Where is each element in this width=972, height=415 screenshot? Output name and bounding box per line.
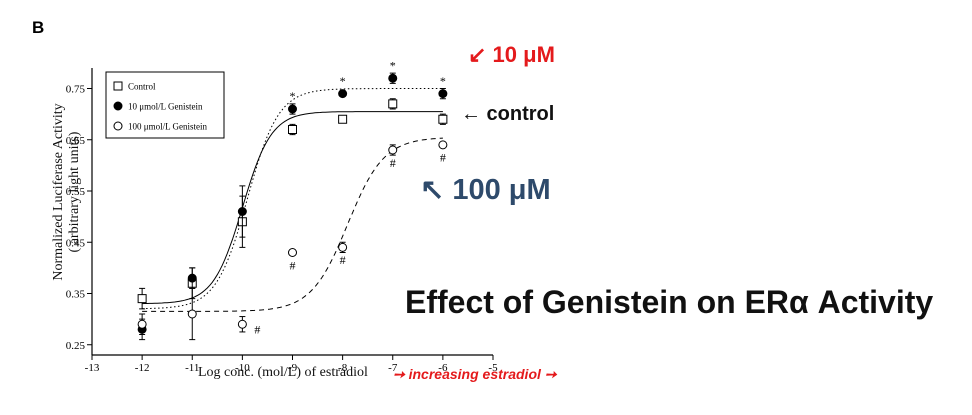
y-tick-label: 0.35 — [66, 289, 86, 301]
data-point-series-1 — [288, 125, 297, 134]
data-point-series-1 — [338, 114, 348, 124]
data-point-series-3 — [137, 319, 147, 329]
increasing-estradiol-note: ➙ increasing estradiol ➙ — [393, 366, 557, 382]
legend-marker-1 — [113, 81, 123, 91]
legend-label-3: 100 μmol/L Genistein — [128, 122, 207, 132]
data-point-series-2 — [187, 273, 197, 283]
x-tick-label: -8 — [338, 362, 348, 374]
significance-mark: # — [390, 156, 396, 170]
x-tick-label: -10 — [235, 362, 250, 374]
x-tick-label: -11 — [185, 362, 199, 374]
x-tick-label: -6 — [438, 362, 448, 374]
data-point-series-2 — [237, 207, 247, 216]
annotation-10-um: ↙ 10 μM — [468, 42, 555, 67]
annotation-100-um: ↖ 100 μM — [420, 174, 551, 206]
slide-title: Effect of Genistein on ERα Activity — [405, 284, 934, 320]
significance-mark: # — [290, 258, 296, 272]
data-point-series-2 — [338, 89, 348, 99]
x-tick-label: -13 — [85, 362, 100, 374]
y-axis-label-line2: ( arbitrary light units) — [67, 131, 82, 253]
significance-mark: # — [440, 151, 446, 165]
y-tick-label: 0.75 — [66, 84, 86, 96]
fit-curve-3 — [142, 137, 443, 312]
data-point-series-3 — [237, 319, 247, 329]
x-tick-label: -5 — [488, 362, 498, 374]
legend-marker-2 — [113, 101, 123, 111]
significance-mark: # — [254, 322, 260, 336]
y-tick-label: 0.65 — [66, 135, 86, 147]
fit-curve-1 — [142, 111, 443, 305]
legend-label-1: Control — [128, 82, 156, 92]
data-point-series-1 — [388, 99, 398, 109]
significance-mark: * — [290, 89, 296, 103]
data-point-series-3 — [288, 248, 297, 257]
data-point-series-3 — [187, 309, 197, 319]
legend-marker-3 — [113, 121, 123, 131]
x-axis-label: Log conc. (mol/L) of estradiol — [198, 365, 368, 380]
x-tick-label: -12 — [135, 362, 150, 374]
significance-mark: * — [440, 74, 446, 88]
significance-mark: # — [340, 253, 346, 267]
panel-label: B — [32, 18, 45, 37]
data-point-series-3 — [388, 145, 398, 155]
data-point-series-3 — [438, 140, 448, 150]
y-axis-label-line1: Normalized Luciferase Activity — [51, 103, 66, 281]
y-tick-label: 0.25 — [66, 340, 86, 352]
legend-box — [105, 71, 225, 139]
x-tick-label: -9 — [288, 362, 298, 374]
annotation-control: ← control — [461, 103, 555, 125]
x-tick-label: -7 — [388, 362, 398, 374]
fit-curve-2 — [142, 88, 443, 310]
y-tick-label: 0.45 — [66, 237, 86, 249]
data-point-series-3 — [338, 242, 348, 252]
data-point-series-2 — [288, 104, 297, 114]
data-point-series-2 — [438, 89, 448, 99]
data-point-series-2 — [388, 73, 398, 83]
data-point-series-1 — [137, 294, 147, 304]
significance-mark: * — [390, 58, 396, 72]
data-point-series-1 — [438, 114, 448, 124]
legend-label-2: 10 μmol/L Genistein — [128, 102, 203, 112]
significance-mark: * — [340, 74, 346, 88]
y-tick-label: 0.55 — [66, 186, 86, 198]
